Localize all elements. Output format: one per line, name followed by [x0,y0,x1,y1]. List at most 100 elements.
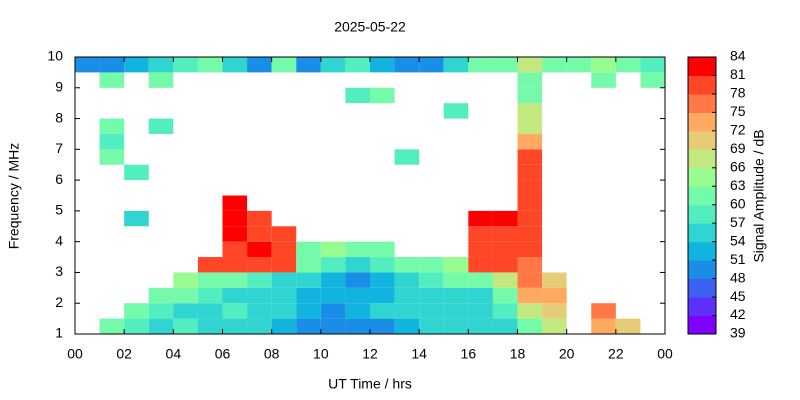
heat-cell [419,287,444,304]
heat-cell [222,241,248,258]
heat-cell [419,272,444,288]
heat-cell [124,210,149,227]
colorbar-band [688,315,716,335]
heat-cell [222,210,248,227]
colorbar-band [688,130,716,150]
heat-cell [468,57,493,73]
heat-cell [124,318,149,334]
heat-cell [197,57,223,73]
y-tick-label: 8 [55,109,63,125]
heat-cell [517,118,543,134]
heat-cell [247,241,272,258]
heat-cell [370,87,395,104]
heat-cell [197,318,223,334]
heat-cell [542,318,567,334]
colorbar-band [688,75,716,95]
heat-cell [148,57,174,73]
colorbar-tick-label: 78 [730,85,746,101]
colorbar-tick-label: 75 [730,103,746,119]
heat-cell [296,318,321,334]
heat-cell [345,257,370,273]
heat-cell [492,318,518,334]
heat-cell [492,303,518,319]
x-tick-label: 18 [510,346,526,362]
heat-cell [124,164,149,181]
heat-cell [394,318,420,334]
heat-cell [443,57,469,73]
heat-cell [492,210,518,227]
heat-cell [468,257,493,273]
heat-cell [320,303,346,319]
heat-cell [591,57,616,73]
heat-cell [443,303,469,319]
y-tick-label: 1 [55,325,63,341]
heat-cell [468,272,493,288]
heat-cell [173,303,198,319]
heat-cell [247,226,272,242]
colorbar-tick-label: 60 [730,195,746,211]
colorbar-band [688,297,716,317]
heat-cell [517,164,543,181]
heat-cell [247,257,272,273]
heat-cell [443,318,469,334]
heat-cell [271,241,297,258]
heat-cell [296,287,321,304]
heat-cell [222,318,248,334]
heat-cell [345,318,370,334]
heat-cell [296,272,321,288]
heat-cell [345,87,370,104]
x-tick-label: 10 [313,346,329,362]
x-axis-label: UT Time / hrs [328,376,412,392]
heat-cell [517,318,543,334]
heat-cell [320,287,346,304]
y-tick-label: 9 [55,78,63,94]
heat-cell [591,318,616,334]
y-tick-label: 4 [55,232,63,248]
colorbar-tick-label: 51 [730,251,746,267]
x-tick-label: 00 [657,346,673,362]
heat-cell [492,287,518,304]
y-tick-label: 2 [55,294,63,310]
heat-cell [443,272,469,288]
colorbar-band [688,57,716,76]
heat-cell [517,226,543,242]
x-tick-label: 22 [608,346,624,362]
y-tick-label: 3 [55,263,63,279]
chart-title: 2025-05-22 [334,19,406,35]
heat-cell [419,257,444,273]
heat-cell [99,149,125,165]
heat-cell [222,257,248,273]
heat-cell [517,57,543,73]
heat-cell [222,303,248,319]
heat-cell [517,180,543,196]
colorbar-tick-label: 69 [730,140,746,156]
heat-cell [173,287,198,304]
heat-cell [271,287,297,304]
colorbar-tick-label: 84 [730,48,746,64]
heat-cell [419,303,444,319]
heat-cell [615,318,641,334]
heat-cell [148,303,174,319]
colorbar-tick-label: 42 [730,306,746,322]
colorbar-band [688,278,716,298]
x-tick-label: 20 [559,346,575,362]
colorbar-band [688,186,716,206]
colorbar-band [688,241,716,261]
heat-cell [370,318,395,334]
heat-cell [517,87,543,104]
colorbar-band [688,167,716,187]
x-tick-label: 12 [362,346,378,362]
heat-cell [517,72,543,88]
heat-cell [99,118,125,134]
heat-cell [271,257,297,273]
heat-cell [517,133,543,150]
heat-cell [320,57,346,73]
colorbar-label: Signal Amplitude / dB [751,129,767,262]
heat-cell [197,287,223,304]
heat-cell [370,303,395,319]
colorbar-tick-label: 72 [730,122,746,138]
x-tick-label: 00 [67,346,83,362]
heat-cell [173,272,198,288]
heat-cell [222,226,248,242]
